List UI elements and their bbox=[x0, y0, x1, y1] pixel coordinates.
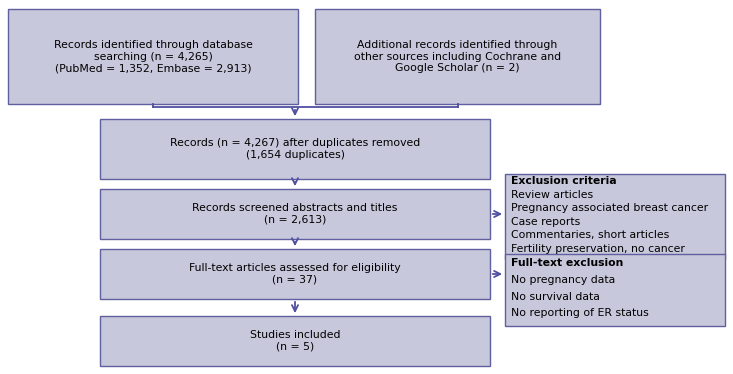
Text: Google Scholar (n = 2): Google Scholar (n = 2) bbox=[395, 63, 520, 73]
FancyBboxPatch shape bbox=[100, 316, 490, 366]
Text: Case reports: Case reports bbox=[511, 217, 581, 227]
FancyBboxPatch shape bbox=[505, 174, 725, 259]
Text: Records (n = 4,267) after duplicates removed: Records (n = 4,267) after duplicates rem… bbox=[170, 138, 420, 148]
Text: Studies included: Studies included bbox=[250, 330, 340, 340]
Text: (n = 2,613): (n = 2,613) bbox=[264, 215, 326, 225]
FancyBboxPatch shape bbox=[505, 254, 725, 326]
Text: (PubMed = 1,352, Embase = 2,913): (PubMed = 1,352, Embase = 2,913) bbox=[55, 63, 251, 73]
Text: Records identified through database: Records identified through database bbox=[54, 40, 252, 50]
Text: No survival data: No survival data bbox=[511, 292, 600, 302]
Text: (1,654 duplicates): (1,654 duplicates) bbox=[246, 150, 345, 160]
FancyBboxPatch shape bbox=[100, 189, 490, 239]
Text: Full-text exclusion: Full-text exclusion bbox=[511, 258, 623, 268]
Text: (n = 37): (n = 37) bbox=[273, 275, 317, 285]
FancyBboxPatch shape bbox=[100, 119, 490, 179]
Text: Review articles: Review articles bbox=[511, 190, 593, 200]
Text: Commentaries, short articles: Commentaries, short articles bbox=[511, 230, 669, 240]
Text: No pregnancy data: No pregnancy data bbox=[511, 275, 615, 285]
Text: No reporting of ER status: No reporting of ER status bbox=[511, 309, 649, 318]
Text: Additional records identified through: Additional records identified through bbox=[358, 40, 558, 50]
Text: Fertility preservation, no cancer: Fertility preservation, no cancer bbox=[511, 244, 685, 254]
FancyBboxPatch shape bbox=[8, 9, 298, 104]
Text: Full-text articles assessed for eligibility: Full-text articles assessed for eligibil… bbox=[189, 263, 401, 273]
Text: Pregnancy associated breast cancer: Pregnancy associated breast cancer bbox=[511, 203, 708, 214]
Text: Records screened abstracts and titles: Records screened abstracts and titles bbox=[192, 203, 398, 213]
Text: searching (n = 4,265): searching (n = 4,265) bbox=[94, 52, 213, 61]
Text: other sources including Cochrane and: other sources including Cochrane and bbox=[354, 52, 561, 61]
FancyBboxPatch shape bbox=[100, 249, 490, 299]
Text: (n = 5): (n = 5) bbox=[276, 342, 314, 352]
Text: Exclusion criteria: Exclusion criteria bbox=[511, 177, 616, 186]
FancyBboxPatch shape bbox=[315, 9, 600, 104]
